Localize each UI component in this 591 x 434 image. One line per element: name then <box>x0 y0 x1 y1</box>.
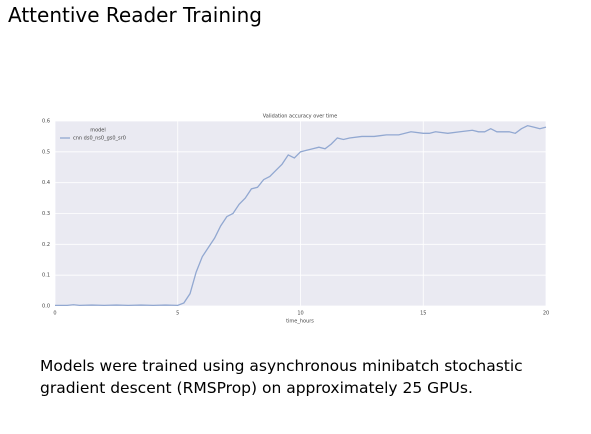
series-line <box>55 124 547 307</box>
y-tick-label: 0.1 <box>42 273 50 279</box>
x-axis-label: time_hours <box>286 319 314 325</box>
chart-title: Validation accuracy over time <box>263 114 337 120</box>
caption-line: Models were trained using asynchronous m… <box>40 357 523 375</box>
x-tick-label: 0 <box>53 311 56 317</box>
slide-title: Attentive Reader Training <box>8 3 262 27</box>
legend-label: cnn ds0_ns0_gs0_sr0 <box>73 136 126 142</box>
x-tick-label: 10 <box>297 311 303 317</box>
y-tick-label: 0.2 <box>42 242 50 248</box>
x-tick-label: 20 <box>543 311 549 317</box>
legend-title: model <box>90 128 106 134</box>
y-tick-label: 0.5 <box>42 149 50 155</box>
x-tick-label: 5 <box>176 311 179 317</box>
y-tick-label: 0.4 <box>42 180 50 186</box>
y-tick-label: 0.6 <box>42 119 50 125</box>
caption-line: gradient descent (RMSProp) on approximat… <box>40 379 473 397</box>
x-tick-label: 15 <box>420 311 426 317</box>
y-tick-label: 0.3 <box>42 211 50 217</box>
caption: Models were trained using asynchronous m… <box>40 355 523 399</box>
y-tick-label: 0.0 <box>42 304 50 310</box>
